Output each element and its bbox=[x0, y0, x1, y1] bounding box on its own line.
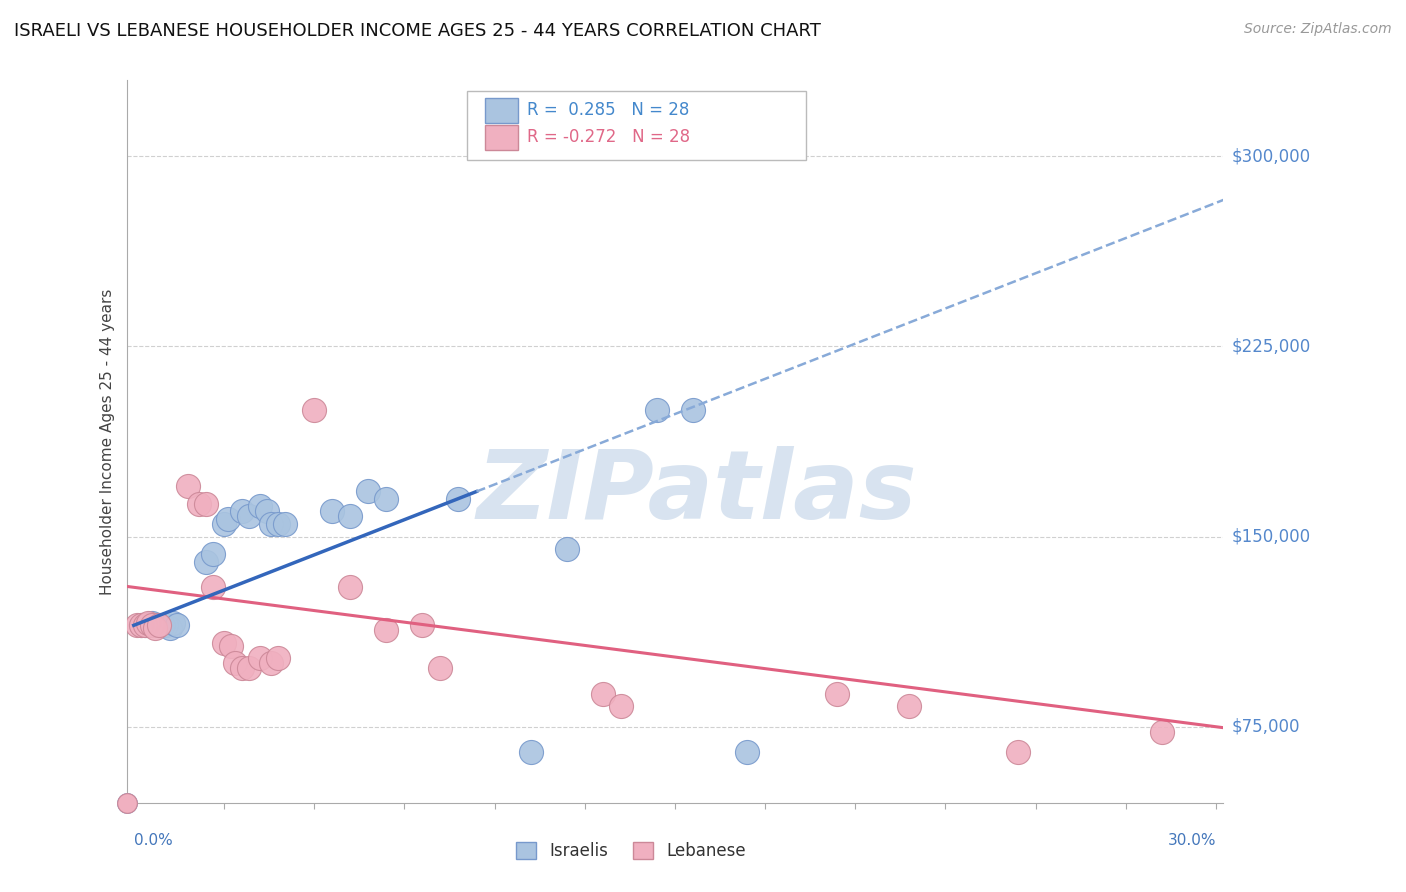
Point bbox=[159, 621, 181, 635]
Point bbox=[267, 516, 290, 531]
Point bbox=[148, 618, 170, 632]
Point bbox=[134, 618, 156, 632]
Point bbox=[256, 504, 278, 518]
Point bbox=[1007, 745, 1029, 759]
Point bbox=[735, 745, 758, 759]
Point bbox=[238, 509, 260, 524]
FancyBboxPatch shape bbox=[467, 91, 807, 160]
Point bbox=[447, 491, 470, 506]
Point bbox=[682, 402, 704, 417]
Point bbox=[260, 516, 283, 531]
Point bbox=[141, 615, 163, 630]
Point bbox=[645, 402, 668, 417]
Text: $300,000: $300,000 bbox=[1232, 147, 1310, 165]
Point bbox=[592, 687, 614, 701]
Point bbox=[224, 657, 246, 671]
Text: R = -0.272   N = 28: R = -0.272 N = 28 bbox=[527, 128, 690, 146]
Point bbox=[202, 580, 225, 594]
Point bbox=[187, 497, 209, 511]
Point bbox=[375, 624, 398, 638]
Text: $225,000: $225,000 bbox=[1232, 337, 1310, 356]
Point bbox=[212, 516, 235, 531]
Point bbox=[129, 618, 152, 632]
Point bbox=[231, 504, 253, 518]
Text: 0.0%: 0.0% bbox=[134, 833, 173, 848]
Point bbox=[155, 618, 177, 632]
Point bbox=[610, 699, 633, 714]
Point bbox=[260, 657, 283, 671]
Text: 30.0%: 30.0% bbox=[1167, 833, 1216, 848]
Point bbox=[145, 618, 167, 632]
Point bbox=[134, 618, 156, 632]
Y-axis label: Householder Income Ages 25 - 44 years: Householder Income Ages 25 - 44 years bbox=[100, 288, 115, 595]
Point bbox=[339, 580, 361, 594]
Point bbox=[339, 509, 361, 524]
Point bbox=[148, 618, 170, 632]
Point bbox=[825, 687, 848, 701]
Point bbox=[202, 547, 225, 561]
Point bbox=[212, 636, 235, 650]
Point bbox=[555, 542, 578, 557]
Point bbox=[152, 618, 174, 632]
Point bbox=[141, 618, 163, 632]
Text: Source: ZipAtlas.com: Source: ZipAtlas.com bbox=[1244, 22, 1392, 37]
Point bbox=[136, 615, 159, 630]
FancyBboxPatch shape bbox=[485, 97, 517, 123]
FancyBboxPatch shape bbox=[485, 125, 517, 151]
Point bbox=[231, 661, 253, 675]
Point bbox=[357, 483, 380, 498]
Text: ZIPatlas: ZIPatlas bbox=[477, 446, 917, 539]
Point bbox=[519, 745, 541, 759]
Point bbox=[411, 618, 433, 632]
Text: $150,000: $150,000 bbox=[1232, 527, 1310, 546]
Point bbox=[162, 615, 184, 630]
Point bbox=[127, 618, 149, 632]
Point bbox=[249, 651, 271, 665]
Point bbox=[274, 516, 297, 531]
Point bbox=[375, 491, 398, 506]
Point bbox=[166, 618, 188, 632]
Point bbox=[321, 504, 343, 518]
Point bbox=[136, 618, 159, 632]
Point bbox=[217, 512, 239, 526]
Point bbox=[129, 618, 152, 632]
Point bbox=[249, 499, 271, 513]
Point bbox=[177, 479, 200, 493]
Point bbox=[194, 555, 217, 569]
Text: ISRAELI VS LEBANESE HOUSEHOLDER INCOME AGES 25 - 44 YEARS CORRELATION CHART: ISRAELI VS LEBANESE HOUSEHOLDER INCOME A… bbox=[14, 22, 821, 40]
Point bbox=[1150, 724, 1173, 739]
Point bbox=[219, 639, 242, 653]
Point bbox=[898, 699, 921, 714]
Text: R =  0.285   N = 28: R = 0.285 N = 28 bbox=[527, 101, 689, 119]
Point bbox=[238, 661, 260, 675]
Legend: Israelis, Lebanese: Israelis, Lebanese bbox=[509, 835, 752, 867]
Point bbox=[302, 402, 325, 417]
Point bbox=[267, 651, 290, 665]
Text: $75,000: $75,000 bbox=[1232, 718, 1301, 736]
Point bbox=[145, 621, 167, 635]
Point bbox=[429, 661, 451, 675]
Point bbox=[194, 497, 217, 511]
